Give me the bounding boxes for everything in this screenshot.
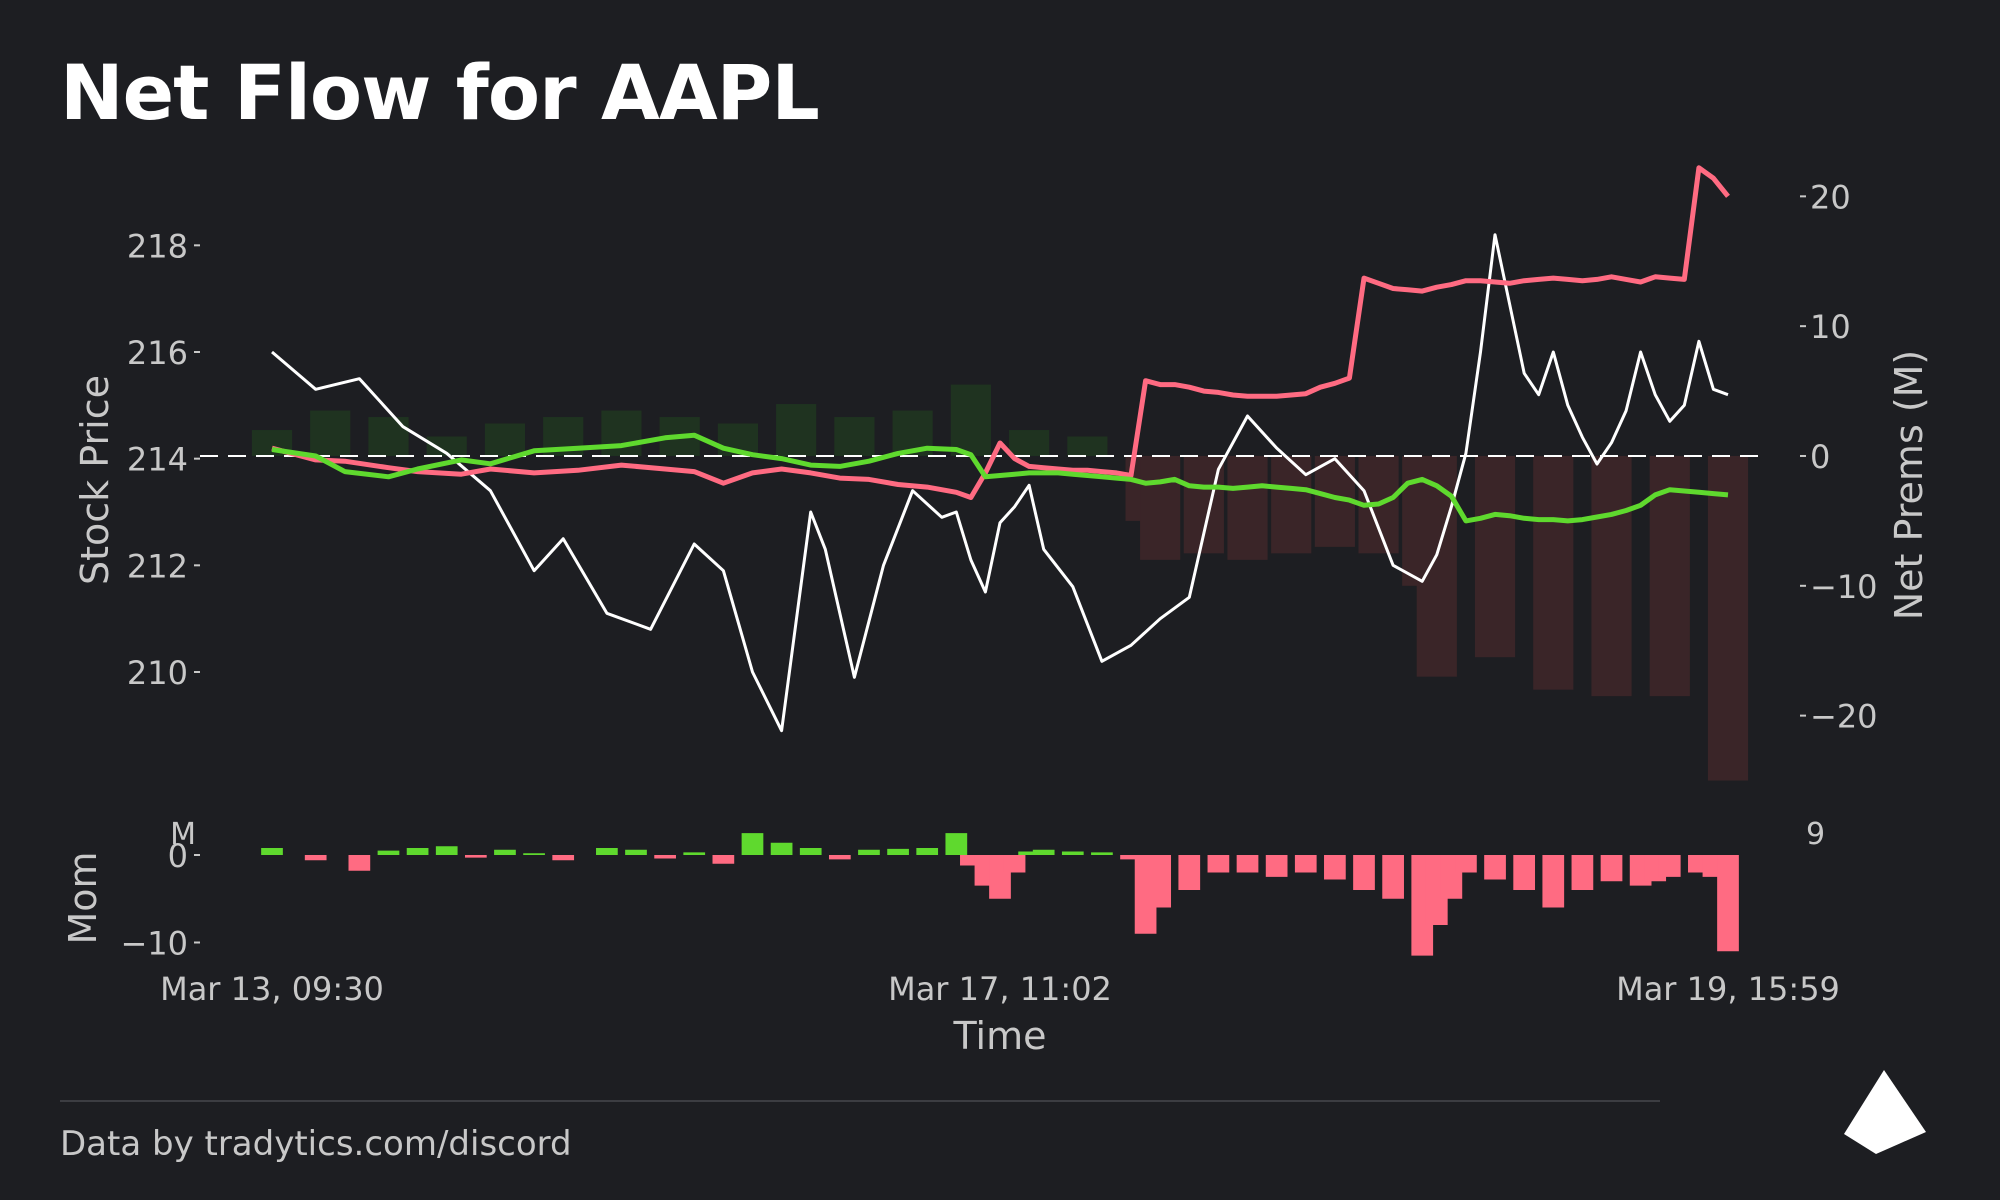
- momentum-bar: [1717, 855, 1739, 952]
- momentum-bar: [799, 848, 822, 855]
- momentum-bar: [1484, 855, 1506, 880]
- momentum-bar: [523, 853, 545, 855]
- momentum-bar: [770, 842, 793, 855]
- momentum-bar: [1149, 855, 1172, 908]
- momentum-bar: [1091, 852, 1113, 855]
- momentum-bar: [1265, 855, 1288, 877]
- momentum-bar: [1658, 855, 1681, 877]
- chart-title: Net Flow for AAPL: [60, 48, 820, 137]
- right-tick-label: −10: [1810, 568, 1878, 606]
- net-premium-bar: [776, 404, 817, 456]
- left-tick-label: 218: [127, 227, 188, 265]
- momentum-bar: [945, 833, 968, 855]
- y2-axis-label: Net Prems (M): [1887, 350, 1931, 621]
- momentum-bar: [596, 848, 618, 855]
- momentum-bar: [712, 855, 735, 864]
- momentum-bars: [261, 833, 1739, 956]
- calls-premium-line: [271, 432, 1729, 524]
- momentum-bar: [1207, 855, 1230, 873]
- net-premium-bar: [1140, 455, 1181, 560]
- net-premium-bars: [251, 384, 1749, 781]
- net-premium-bar: [1533, 455, 1574, 690]
- momentum-bar: [1178, 855, 1201, 890]
- momentum-bar: [377, 850, 400, 855]
- right-tick-label: 20: [1810, 178, 1851, 216]
- net-premium-bar: [601, 410, 642, 456]
- stock-price-line: [271, 233, 1729, 733]
- momentum-bar: [435, 846, 458, 855]
- net-premium-bar: [1707, 455, 1749, 781]
- net-premium-bar: [1067, 436, 1108, 456]
- momentum-bar: [348, 855, 371, 871]
- momentum-bar: [741, 833, 764, 855]
- momentum-bar: [887, 848, 909, 855]
- net-premium-bar: [834, 417, 875, 456]
- momentum-bar: [552, 855, 575, 861]
- momentum-bar: [1120, 855, 1142, 860]
- net-premium-bar: [1591, 455, 1632, 697]
- net-premium-bar: [310, 410, 351, 456]
- momentum-bar: [1294, 855, 1317, 873]
- mom-cut-label-right: 9: [1806, 817, 1825, 852]
- momentum-bar: [1571, 855, 1594, 890]
- mom-tick-label: −10: [120, 925, 188, 963]
- axes: 210 212 214 216 218 −20 −10 0 10 20 0 −10 M 9 Mar 13, …: [61, 178, 1931, 1058]
- momentum-bar: [683, 852, 706, 855]
- momentum-bar: [464, 855, 487, 858]
- net-premium-bar: [1416, 455, 1457, 677]
- momentum-bar: [916, 848, 939, 855]
- footer-divider: [60, 1100, 1660, 1102]
- momentum-bar: [1382, 855, 1404, 899]
- net-premium-bar: [1271, 455, 1312, 554]
- momentum-bar: [1032, 849, 1055, 855]
- left-tick-label: 214: [127, 441, 188, 479]
- net-premium-bar: [1009, 430, 1050, 456]
- net-premium-bar: [426, 436, 467, 456]
- momentum-bar: [304, 855, 327, 861]
- right-tick-label: −20: [1810, 698, 1878, 736]
- right-tick-label: 0: [1810, 438, 1830, 476]
- mom-tick-label: 0: [168, 837, 188, 875]
- momentum-bar: [406, 848, 429, 855]
- x-tick-label: Mar 13, 09:30: [160, 970, 384, 1008]
- left-tick-label: 210: [127, 654, 188, 692]
- momentum-bar: [858, 849, 880, 855]
- momentum-bar: [828, 855, 851, 860]
- x-tick-label: Mar 17, 11:02: [888, 970, 1112, 1008]
- momentum-bar: [625, 849, 647, 855]
- net-premium-bar: [1227, 455, 1268, 560]
- tradytics-logo-icon: [1844, 1070, 1926, 1154]
- footer-credit: Data by tradytics.com/discord: [60, 1124, 572, 1164]
- net-premium-bar: [368, 417, 409, 456]
- momentum-bar: [1455, 855, 1477, 873]
- momentum-bar: [1542, 855, 1565, 908]
- left-tick-label: 216: [127, 334, 188, 372]
- right-tick-label: 10: [1810, 308, 1851, 346]
- momentum-bar: [960, 855, 982, 866]
- momentum-bar: [1600, 855, 1623, 882]
- mom-cut-label-left: M: [170, 817, 196, 852]
- momentum-bar: [1018, 851, 1040, 855]
- momentum-bar: [1513, 855, 1536, 890]
- x-tick-label: Mar 19, 15:59: [1616, 970, 1840, 1008]
- momentum-bar: [494, 849, 516, 855]
- momentum-bar: [654, 855, 676, 859]
- momentum-bar: [1236, 855, 1259, 873]
- momentum-bar: [1003, 855, 1026, 873]
- puts-premium-line: [271, 165, 1730, 500]
- left-tick-label: 212: [127, 547, 188, 585]
- momentum-bar: [1353, 855, 1375, 890]
- net-premium-bar: [484, 423, 526, 456]
- momentum-bar: [1061, 851, 1084, 855]
- net-premium-bar: [1474, 455, 1516, 658]
- momentum-bar: [261, 848, 283, 855]
- y-axis-label: Stock Price: [73, 375, 117, 585]
- x-axis-label: Time: [953, 1014, 1047, 1058]
- mom-axis-label: Mom: [61, 851, 105, 944]
- momentum-bar: [1324, 855, 1346, 880]
- net-premium-bar: [950, 384, 991, 456]
- series-lines: [271, 165, 1730, 733]
